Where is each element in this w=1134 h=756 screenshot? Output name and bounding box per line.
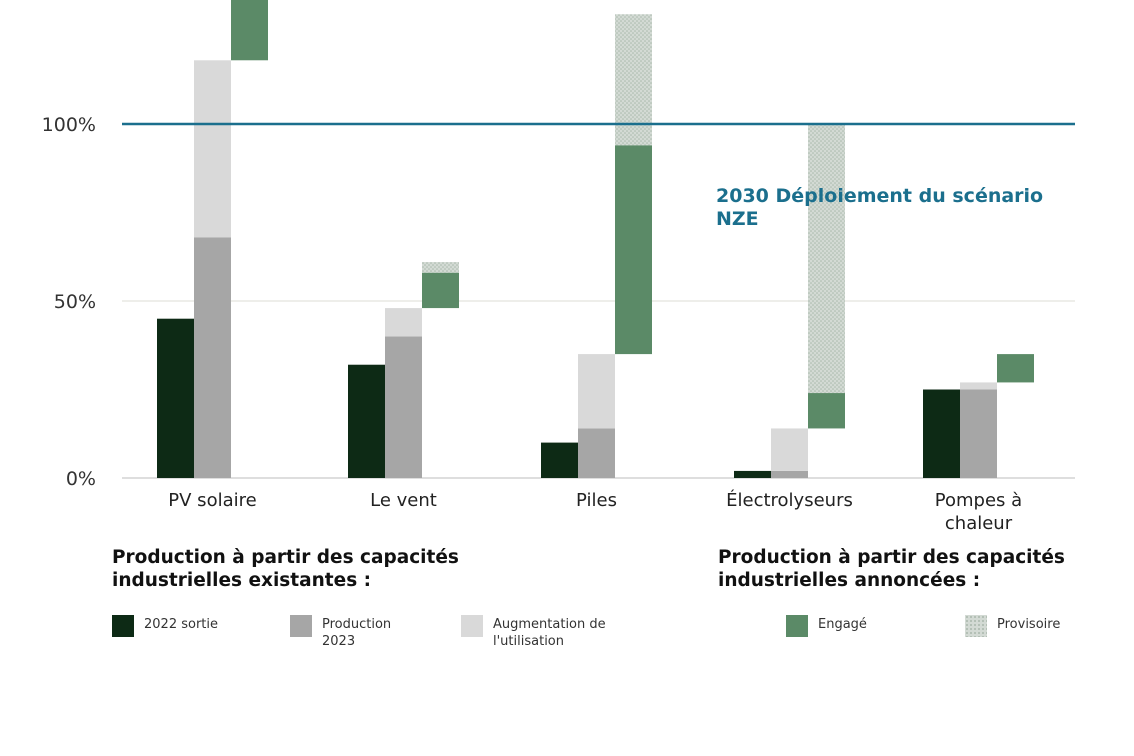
category-label: PV solaire — [168, 490, 256, 511]
bar-2022-output — [348, 364, 385, 478]
legend-label: Engagé — [818, 617, 867, 632]
bar-2022-output — [734, 470, 771, 478]
bar-2022-output — [157, 318, 194, 478]
y-tick-label: 100% — [42, 114, 96, 136]
category-label: chaleur — [945, 513, 1013, 534]
bar-production-2023 — [194, 237, 231, 478]
bar-provisional — [615, 14, 652, 146]
legend-label: Augmentation de l'utilisation — [493, 617, 606, 649]
category-label: Électrolyseurs — [726, 489, 853, 511]
bar-committed — [422, 272, 459, 309]
bar-2022-output — [541, 442, 578, 478]
category-label: Le vent — [370, 490, 437, 511]
reference-line-label: NZE — [716, 208, 759, 230]
bar-2022-output — [923, 389, 960, 478]
legend-item-provisional: Provisoire — [965, 615, 1060, 637]
legend-swatch — [786, 615, 808, 637]
bar-production-2023 — [578, 428, 615, 478]
legend-item-production-2023: Production 2023 — [290, 615, 391, 650]
bar-utilisation-increase — [771, 428, 808, 471]
bar-utilisation-increase — [194, 60, 231, 238]
bar-provisional — [808, 124, 845, 394]
y-tick-label: 0% — [66, 468, 96, 490]
bar-committed — [808, 393, 845, 429]
bar-committed — [997, 354, 1034, 383]
bar-utilisation-increase — [385, 308, 422, 337]
reference-line-label: 2030 Déploiement du scénario — [716, 185, 1043, 207]
category-label: Piles — [576, 490, 617, 511]
y-tick-label: 50% — [54, 291, 96, 313]
legend-swatch — [965, 615, 987, 637]
legend-heading-existing: Production à partir des capacités indust… — [112, 547, 459, 591]
legend-swatch — [461, 615, 483, 637]
legend-item-utilisation-increase: Augmentation de l'utilisation — [461, 615, 606, 650]
legend-label: 2022 sortie — [144, 617, 218, 632]
legend-swatch — [112, 615, 134, 637]
bar-utilisation-increase — [960, 382, 997, 390]
bar-provisional — [422, 262, 459, 273]
category-label: Pompes à — [935, 490, 1022, 511]
legend-item-2022-output: 2022 sortie — [112, 615, 218, 637]
legend-swatch — [290, 615, 312, 637]
bar-committed — [615, 145, 652, 355]
legend-label: Provisoire — [997, 617, 1061, 632]
bar-utilisation-increase — [578, 354, 615, 429]
legend-label: Production 2023 — [322, 617, 392, 649]
bar-production-2023 — [385, 336, 422, 478]
bar-production-2023 — [771, 470, 808, 478]
legend-heading-announced: Production à partir des capacités indust… — [718, 547, 1065, 591]
bar-production-2023 — [960, 389, 997, 478]
bar-committed — [231, 0, 268, 61]
legend-item-committed: Engagé — [786, 615, 867, 637]
